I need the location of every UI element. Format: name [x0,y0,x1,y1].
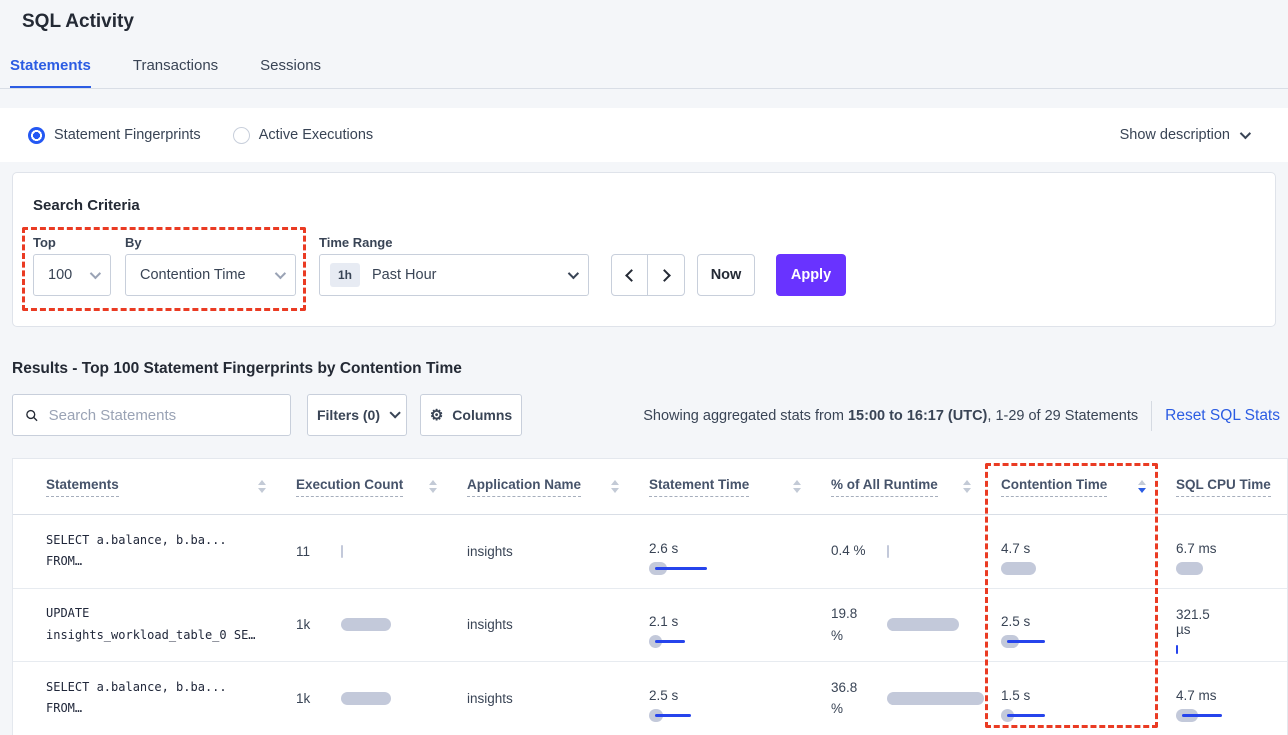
runtime-pct-cell: 36.8% [831,677,1001,720]
application-name-cell: insights [467,690,513,706]
sql-cpu-time-cell: 4.7 ms [1176,688,1287,722]
contention-time-cell: 1.5 s [1001,688,1176,722]
runtime-pct-bar [887,691,984,705]
column-header-runtime-pct[interactable]: % of All Runtime [831,477,1001,497]
chevron-down-icon [389,407,401,419]
column-header-statement-time[interactable]: Statement Time [649,477,831,497]
statement-link[interactable]: SELECT a.balance, b.ba... FROM… [46,679,227,716]
columns-button[interactable]: ⚙ Columns [420,394,522,436]
statements-table: Statements Execution Count Application N… [12,458,1288,735]
chevron-down-icon [1239,127,1252,140]
sort-icon [429,480,437,493]
time-range-pager [611,254,685,296]
radio-label: Active Executions [258,127,374,143]
filters-label: Filters (0) [316,407,380,423]
previous-time-button[interactable] [612,255,648,295]
table-row: UPDATE insights_workload_table_0 SE… 1k … [13,589,1287,662]
execution-count-cell: 1k [296,617,467,632]
apply-button[interactable]: Apply [776,254,846,296]
by-select[interactable]: Contention Time [125,254,296,296]
execution-count-cell: 11 [296,544,467,559]
show-description-toggle[interactable]: Show description [1119,127,1252,143]
runtime-pct-cell: 0.4 % [831,540,1001,562]
time-range-label: Time Range [319,235,393,250]
statement-time-cell: 2.6 s [649,541,831,575]
tab-transactions[interactable]: Transactions [132,57,219,74]
column-header-execution-count[interactable]: Execution Count [296,477,467,497]
runtime-pct-bar [887,618,967,632]
radio-active-executions[interactable]: Active Executions [232,126,374,144]
search-criteria-panel: Search Criteria Top 100 By Contention Ti… [12,172,1276,327]
radio-label: Statement Fingerprints [54,127,201,143]
tab-bar: Statements Transactions Sessions [0,57,1288,89]
column-header-contention-time[interactable]: Contention Time [1001,477,1176,497]
time-range-select[interactable]: 1h Past Hour [319,254,589,296]
next-time-button[interactable] [648,255,684,295]
radio-statement-fingerprints[interactable]: Statement Fingerprints [28,126,201,144]
divider [1151,401,1153,431]
chevron-left-icon [625,268,638,282]
statement-link[interactable]: SELECT a.balance, b.ba... FROM… [46,532,227,569]
sort-icon [258,480,266,493]
gear-icon: ⚙ [429,406,444,424]
table-row: SELECT a.balance, b.ba... FROM… 11 insig… [13,515,1287,589]
column-header-application-name[interactable]: Application Name [467,477,649,497]
radio-selected-icon [28,126,45,144]
tab-statements[interactable]: Statements [10,57,91,88]
statement-time-cell: 2.5 s [649,688,831,722]
sort-icon [611,480,619,493]
execution-count-cell: 1k [296,691,467,706]
by-label: By [125,235,142,250]
view-toggle-bar: Statement Fingerprints Active Executions… [0,108,1288,162]
by-select-value: Contention Time [140,267,246,283]
reset-sql-stats-link[interactable]: Reset SQL Stats [1165,407,1280,424]
tab-sessions[interactable]: Sessions [260,57,322,74]
execution-count-bar [341,544,441,558]
show-description-label: Show description [1119,127,1230,143]
time-range-badge: 1h [330,263,361,287]
sql-cpu-time-cell: 321.5 µs [1176,607,1287,654]
now-button[interactable]: Now [697,254,755,296]
column-header-sql-cpu-time[interactable]: SQL CPU Time [1176,477,1287,497]
contention-time-cell: 4.7 s [1001,541,1176,575]
column-header-statements[interactable]: Statements [13,477,296,497]
search-statements-box [12,394,291,436]
sql-cpu-time-cell: 6.7 ms [1176,541,1287,575]
chevron-down-icon [89,267,102,280]
statement-time-cell: 2.1 s [649,614,831,649]
application-name-cell: insights [467,543,513,559]
chevron-down-icon [274,267,287,280]
sort-icon [793,480,801,493]
runtime-pct-cell: 19.8% [831,603,1001,646]
chevron-down-icon [567,267,580,280]
sort-icon-active-desc [1138,480,1146,493]
statement-link[interactable]: UPDATE insights_workload_table_0 SE… [46,606,256,642]
contention-time-cell: 2.5 s [1001,614,1176,649]
aggregated-stats-bar: Showing aggregated stats from 15:00 to 1… [643,399,1280,433]
search-criteria-heading: Search Criteria [33,197,140,214]
columns-label: Columns [452,407,513,423]
table-header-row: Statements Execution Count Application N… [13,459,1287,515]
top-label: Top [33,235,56,250]
execution-count-bar [341,618,441,632]
page-title: SQL Activity [22,11,134,32]
radio-unselected-icon [232,126,250,144]
table-row: SELECT a.balance, b.ba... FROM… 1k insig… [13,662,1287,735]
chevron-right-icon [657,268,671,282]
execution-count-bar [341,691,441,705]
runtime-pct-bar [887,544,967,558]
filters-button[interactable]: Filters (0) [307,394,407,436]
time-range-value: Past Hour [372,267,437,283]
search-icon [26,409,38,421]
search-statements-input[interactable] [48,406,278,424]
application-name-cell: insights [467,617,513,633]
sort-icon [963,480,971,493]
aggregated-stats-text: Showing aggregated stats from 15:00 to 1… [643,408,1139,424]
top-select-value: 100 [48,267,73,283]
top-select[interactable]: 100 [33,254,111,296]
results-heading: Results - Top 100 Statement Fingerprints… [12,360,462,377]
